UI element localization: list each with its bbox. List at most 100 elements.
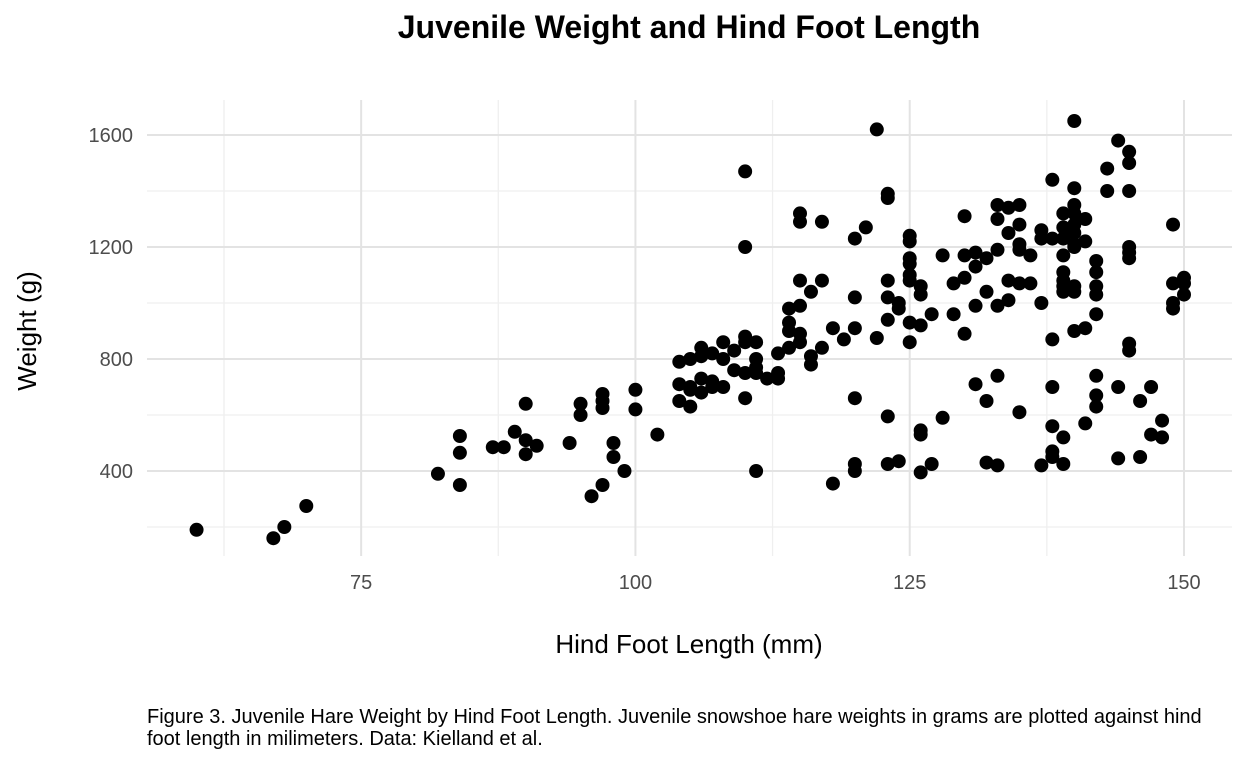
data-point [891, 454, 906, 469]
data-point [957, 326, 972, 341]
data-point [1067, 114, 1082, 128]
x-axis-ticks: 75 100 125 150 [350, 572, 1201, 594]
scatter-chart: Juvenile Weight and Hind Foot Length 400… [12, 9, 1232, 659]
data-point [979, 284, 994, 299]
data-point [935, 410, 950, 425]
data-point [430, 466, 445, 481]
data-point [968, 298, 983, 313]
data-point [836, 332, 851, 347]
data-point [847, 321, 862, 336]
data-point [803, 284, 818, 299]
data-point [518, 447, 533, 462]
data-point [902, 256, 917, 271]
data-point [902, 234, 917, 249]
data-point [990, 368, 1005, 383]
data-point [1056, 430, 1071, 445]
data-point [1111, 380, 1126, 394]
data-point [1001, 273, 1016, 288]
data-point [957, 270, 972, 285]
data-point [1067, 284, 1082, 299]
data-point [902, 335, 917, 350]
data-point [979, 394, 994, 408]
data-point [847, 290, 862, 305]
x-tick-label: 150 [1167, 572, 1200, 594]
data-point [825, 321, 840, 336]
data-point [782, 340, 797, 355]
data-point [1045, 172, 1060, 187]
data-point [880, 191, 895, 205]
data-point [1056, 284, 1071, 299]
data-point [529, 438, 544, 453]
data-point [518, 433, 533, 448]
data-point [694, 385, 709, 400]
data-point [1034, 458, 1049, 473]
data-point [1155, 430, 1170, 445]
data-point [979, 251, 994, 266]
data-point [793, 214, 807, 229]
data-point [990, 212, 1005, 226]
data-point [1122, 144, 1137, 159]
data-point [1045, 231, 1060, 246]
data-point [738, 391, 753, 406]
data-point [1111, 133, 1126, 148]
data-point [705, 346, 720, 361]
data-point [1122, 343, 1137, 358]
data-point [1034, 296, 1049, 310]
data-point [738, 335, 753, 350]
data-point [946, 307, 961, 322]
data-point [990, 198, 1005, 212]
y-axis-ticks: 400 800 1200 1600 [89, 125, 134, 483]
data-point [573, 396, 588, 411]
data-point [891, 301, 906, 316]
data-point [672, 354, 687, 369]
data-point [1089, 287, 1104, 302]
data-points [189, 114, 1191, 546]
data-point [880, 457, 895, 471]
data-point [990, 458, 1005, 473]
data-point [1045, 419, 1060, 434]
data-point [793, 298, 807, 313]
data-point [1166, 276, 1181, 291]
data-point [968, 245, 983, 260]
data-point [1133, 450, 1148, 464]
data-point [705, 380, 720, 394]
data-point [1056, 220, 1071, 235]
data-point [672, 394, 687, 408]
data-point [1177, 287, 1191, 302]
data-point [924, 307, 939, 322]
data-point [1155, 413, 1170, 428]
data-point [803, 357, 818, 372]
data-point [1012, 217, 1027, 232]
data-point [1023, 248, 1038, 263]
data-point [716, 335, 731, 350]
x-tick-label: 125 [893, 572, 926, 594]
data-point [1100, 161, 1115, 176]
data-point [771, 371, 786, 386]
data-point [1045, 450, 1060, 464]
data-point [825, 476, 840, 491]
y-tick-label: 400 [100, 461, 133, 483]
data-point [485, 440, 500, 455]
data-point [277, 520, 292, 534]
data-point [1056, 457, 1071, 471]
data-point [628, 382, 643, 397]
y-tick-label: 1200 [89, 237, 134, 259]
data-point [957, 248, 972, 263]
data-point [606, 450, 621, 464]
data-point [913, 287, 928, 302]
data-point [749, 366, 764, 380]
data-point [573, 408, 588, 422]
data-point [738, 240, 753, 254]
chart-title: Juvenile Weight and Hind Foot Length [398, 9, 981, 45]
data-point [902, 315, 917, 330]
data-point [793, 273, 807, 288]
x-tick-label: 75 [350, 572, 372, 594]
data-point [595, 401, 610, 415]
data-point [913, 318, 928, 333]
data-point [990, 242, 1005, 257]
data-point [1078, 321, 1093, 336]
data-point [935, 248, 950, 263]
data-point [913, 465, 928, 480]
data-point [1177, 276, 1191, 291]
data-point [727, 343, 742, 358]
